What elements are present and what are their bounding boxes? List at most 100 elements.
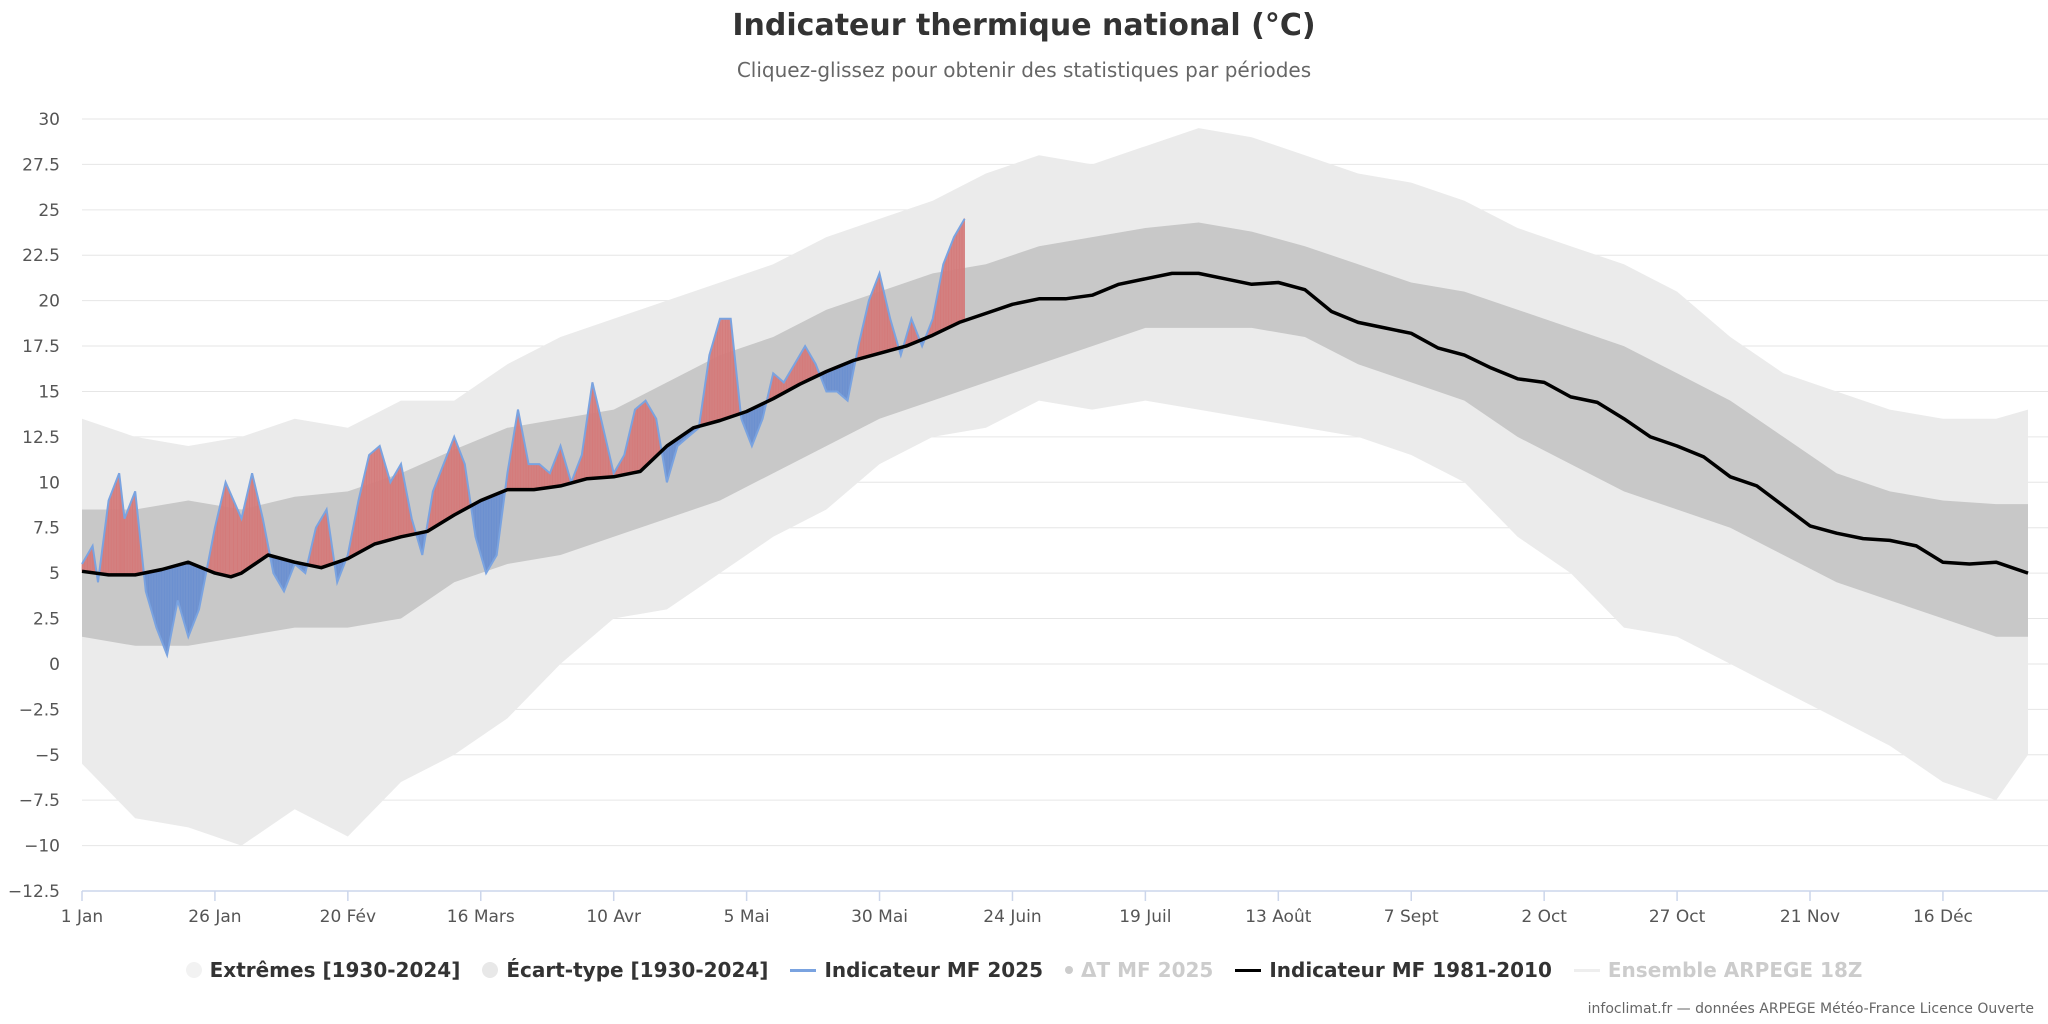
warm-anomaly-area (249, 473, 253, 569)
legend-label: ΔT MF 2025 (1081, 958, 1214, 982)
y-tick-label: 27.5 (22, 155, 60, 175)
y-tick-label: 7.5 (33, 519, 60, 539)
warm-anomaly-area (639, 402, 644, 473)
legend-label: Indicateur MF 2025 (824, 958, 1044, 982)
legend-line-symbol-icon (1235, 968, 1262, 972)
warm-anomaly-area (650, 408, 654, 462)
y-tick-label: −7.5 (19, 791, 60, 811)
x-tick-label: 19 Juil (1119, 907, 1171, 927)
legend-line-symbol-icon (790, 968, 817, 972)
warm-anomaly-area (116, 473, 120, 576)
cold-anomaly-area (188, 561, 192, 637)
chart-subtitle: Cliquez-glissez pour obtenir des statist… (736, 58, 1312, 82)
legend-item[interactable]: Extrêmes [1930-2024] (185, 958, 461, 982)
chart-title: Indicateur thermique national (°C) (732, 8, 1316, 43)
cold-anomaly-area (190, 562, 194, 630)
warm-anomaly-area (533, 463, 537, 490)
warm-anomaly-area (384, 464, 389, 542)
cold-anomaly-area (831, 367, 835, 392)
x-tick-label: 24 Juin (983, 907, 1041, 927)
y-tick-label: −10 (24, 837, 60, 857)
y-tick-label: 15 (38, 382, 60, 402)
cold-anomaly-area (491, 494, 495, 566)
warm-anomaly-area (233, 500, 238, 577)
x-tick-label: 20 Fév (320, 907, 376, 927)
y-tick-label: 12.5 (22, 428, 60, 448)
y-tick-label: 10 (38, 473, 60, 493)
cold-anomaly-area (485, 496, 490, 575)
warm-anomaly-area (229, 491, 234, 577)
warm-anomaly-area (953, 231, 957, 326)
x-tick-label: 2 Oct (1521, 907, 1567, 927)
cold-anomaly-area (158, 569, 163, 642)
warm-anomaly-area (725, 318, 729, 420)
x-tick-label: 10 Avr (586, 907, 641, 927)
warm-anomaly-area (717, 318, 721, 422)
ecart-type-band (82, 222, 2028, 646)
warm-anomaly-area (371, 449, 375, 547)
cold-anomaly-area (834, 366, 838, 392)
x-tick-label: 13 Août (1245, 907, 1312, 927)
warm-anomaly-area (645, 399, 649, 468)
warm-anomaly-area (113, 479, 117, 576)
warm-anomaly-area (634, 406, 638, 473)
warm-anomaly-area (443, 457, 447, 523)
y-tick-label: 30 (38, 110, 60, 130)
y-tick-label: 20 (38, 292, 60, 312)
warm-anomaly-area (318, 517, 322, 569)
x-tick-label: 1 Jan (61, 907, 103, 927)
y-tick-label: −2.5 (19, 700, 60, 720)
warm-anomaly-area (368, 452, 373, 548)
warm-anomaly-area (873, 280, 878, 356)
x-tick-label: 21 Nov (1780, 907, 1840, 927)
warm-anomaly-area (727, 318, 731, 419)
legend-dot-symbol-icon (482, 962, 499, 978)
warm-anomaly-area (536, 463, 540, 490)
x-tick-label: 16 Déc (1913, 907, 1973, 927)
warm-anomaly-area (124, 511, 128, 576)
warm-anomaly-area (772, 372, 777, 400)
warm-anomaly-area (647, 403, 652, 465)
cold-anomaly-area (826, 369, 830, 392)
warm-anomaly-area (456, 443, 460, 515)
warm-anomaly-area (711, 336, 716, 424)
y-tick-label: 17.5 (22, 337, 60, 357)
warm-anomaly-area (451, 436, 455, 518)
warm-anomaly-area (538, 463, 543, 490)
cold-anomaly-area (839, 364, 843, 397)
warm-anomaly-area (445, 450, 450, 521)
x-tick-label: 7 Sept (1384, 907, 1439, 927)
legend-item[interactable]: Indicateur MF 2025 (790, 958, 1043, 982)
warm-anomaly-area (366, 454, 370, 549)
legend-label: Extrêmes [1930-2024] (209, 958, 461, 982)
legend-item[interactable]: ΔT MF 2025 (1065, 958, 1213, 982)
series-mf-1981-2010-line (81, 271, 2029, 579)
y-tick-label: −12.5 (8, 882, 60, 902)
warm-anomaly-area (714, 327, 718, 423)
series-mf-2025-line (81, 218, 966, 659)
legend-label: Indicateur MF 1981-2010 (1269, 958, 1552, 982)
warm-anomaly-area (323, 508, 327, 568)
cold-anomaly-area (844, 362, 848, 402)
x-tick-label: 26 Jan (188, 907, 241, 927)
x-tick-label: 30 Mai (851, 907, 908, 927)
legend-item[interactable]: Indicateur MF 1981-2010 (1235, 958, 1552, 982)
warm-anomaly-area (108, 493, 112, 576)
warm-anomaly-area (379, 445, 383, 543)
warm-anomaly-area (637, 404, 641, 473)
cold-anomaly-area (836, 365, 840, 395)
warm-anomaly-area (871, 286, 875, 356)
x-tick-label: 16 Mars (447, 907, 515, 927)
warm-anomaly-area (382, 454, 386, 543)
legend-line-symbol-icon (1573, 968, 1600, 972)
warm-anomaly-area (225, 482, 230, 577)
warm-anomaly-area (528, 463, 532, 490)
y-tick-label: 22.5 (22, 246, 60, 266)
legend-label: Ensemble ARPEGE 18Z (1607, 958, 1863, 982)
warm-anomaly-area (126, 504, 131, 576)
legend-item[interactable]: Écart-type [1930-2024] (482, 958, 768, 982)
legend-item[interactable]: Ensemble ARPEGE 18Z (1573, 958, 1863, 982)
extremes-band (82, 128, 2028, 846)
warm-anomaly-area (374, 447, 378, 545)
